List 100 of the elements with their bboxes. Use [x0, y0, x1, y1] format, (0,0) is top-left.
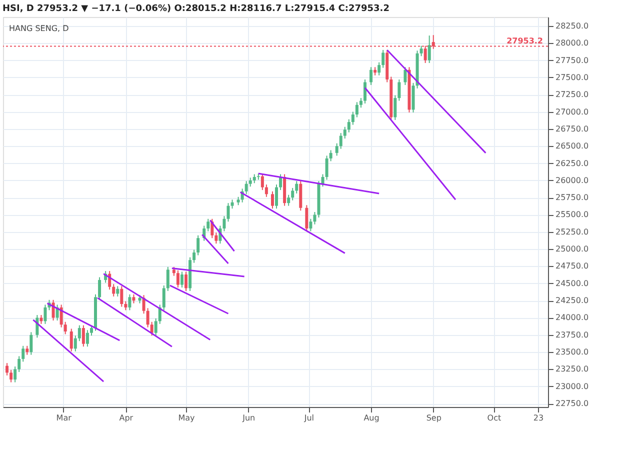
candlestick — [162, 284, 166, 311]
candlestick — [150, 321, 154, 336]
y-tick-label: 26750.0 — [556, 124, 589, 134]
candlestick — [244, 180, 248, 195]
ref-line-label: 27953.2 — [506, 36, 543, 46]
candlestick — [325, 155, 328, 180]
y-tick-label: 23750.0 — [556, 330, 589, 340]
x-tick-label: Jul — [303, 414, 314, 422]
candlestick — [184, 271, 188, 292]
y-tick-label: 27000.0 — [556, 107, 589, 116]
candlestick — [420, 45, 423, 57]
candlestick — [378, 62, 381, 76]
x-tick-label: Oct — [487, 414, 502, 422]
candlestick — [394, 94, 397, 120]
candlestick — [222, 216, 226, 232]
candlestick — [18, 356, 21, 372]
x-tick-label: Aug — [364, 414, 380, 422]
candlestick — [74, 335, 77, 352]
x-tick-label: Sep — [426, 414, 442, 422]
candlestick — [321, 174, 324, 188]
y-tick-label: 27750.0 — [556, 56, 589, 65]
candlestick — [359, 98, 362, 108]
candlestick — [343, 126, 346, 140]
candlestick — [180, 271, 184, 288]
candlestick — [270, 190, 274, 210]
y-tick-label: 24000.0 — [556, 313, 589, 322]
candlestick — [86, 330, 89, 348]
candlestick — [287, 194, 290, 206]
y-tick-label: 24750.0 — [556, 262, 589, 271]
y-tick-label: 25500.0 — [556, 210, 589, 220]
candlestick — [398, 78, 401, 102]
chart-title: HSI, D 27953.2 ▼ −17.1 (−0.06%) O:28015.2 H:28116.7 L:27915.4 C:27953.2 — [2, 4, 390, 14]
candlestick — [6, 362, 9, 376]
y-tick-label: 25000.0 — [556, 244, 589, 254]
candlestick — [329, 150, 332, 162]
candlestick — [275, 184, 278, 210]
candlestick — [116, 286, 120, 297]
text: HANG SENG, D — [9, 24, 69, 33]
candlestick — [295, 180, 298, 194]
candlestick — [309, 218, 312, 232]
candlestick — [10, 369, 13, 383]
candlestick — [339, 132, 342, 150]
candlestick — [214, 232, 218, 244]
candlestick — [192, 249, 196, 264]
candlestick — [90, 324, 93, 336]
candlestick — [154, 318, 158, 336]
candlestick — [355, 102, 358, 118]
y-tick-label: 23250.0 — [556, 364, 589, 374]
candlestick — [64, 321, 67, 335]
y-tick-label: 28000.0 — [556, 38, 589, 48]
candlestick — [279, 174, 282, 191]
y-tick-label: 23000.0 — [556, 382, 589, 391]
candlestick — [70, 328, 73, 352]
candlestick — [382, 49, 385, 68]
y-tick-label: 27250.0 — [556, 90, 589, 100]
candlestick — [82, 324, 85, 348]
candlestick — [36, 314, 39, 338]
x-tick-label: 23 — [533, 414, 544, 422]
candlestick — [120, 286, 124, 308]
x-tick-label: Jun — [242, 414, 256, 422]
candlestick — [146, 308, 150, 328]
candlestick — [30, 332, 33, 356]
y-tick-label: 26500.0 — [556, 142, 589, 151]
y-tick-label: 23500.0 — [556, 348, 589, 357]
candlestick — [196, 234, 200, 256]
candlestick — [22, 345, 25, 362]
candlestick — [176, 270, 180, 288]
candlestick — [260, 173, 264, 191]
candlestick — [335, 142, 338, 156]
y-tick-label: 26000.0 — [556, 176, 589, 185]
candlestick — [206, 218, 210, 232]
candlestick — [226, 202, 230, 222]
candlestick — [428, 35, 431, 64]
candlestick — [347, 118, 350, 133]
candlestick — [78, 324, 81, 342]
candlestick — [291, 187, 294, 201]
x-tick-label: May — [178, 414, 196, 422]
y-tick-label: 28250.0 — [556, 21, 589, 30]
y-tick-label: 26250.0 — [556, 158, 589, 168]
candlestick — [128, 294, 132, 311]
y-tick-label: 27500.0 — [556, 72, 589, 82]
candlestick — [166, 266, 170, 292]
x-tick-label: Mar — [56, 414, 72, 422]
candlestick — [44, 304, 47, 324]
candlestick — [264, 184, 268, 198]
candlestick — [313, 212, 316, 225]
candlestick — [404, 66, 407, 86]
candlestick — [351, 111, 354, 126]
x-tick-label: Apr — [119, 414, 134, 422]
candlestick — [98, 276, 102, 300]
y-tick-label: 25250.0 — [556, 227, 589, 236]
y-tick-label: 22750.0 — [556, 399, 589, 408]
candlestick — [370, 66, 373, 86]
candlestick — [363, 78, 366, 104]
y-tick-label: 24250.0 — [556, 296, 589, 306]
y-tick-label: 24500.0 — [556, 278, 589, 288]
candlestick — [14, 366, 17, 383]
candlestick — [305, 204, 308, 232]
y-tick-label: 25750.0 — [556, 193, 589, 202]
candlestick — [112, 284, 116, 297]
